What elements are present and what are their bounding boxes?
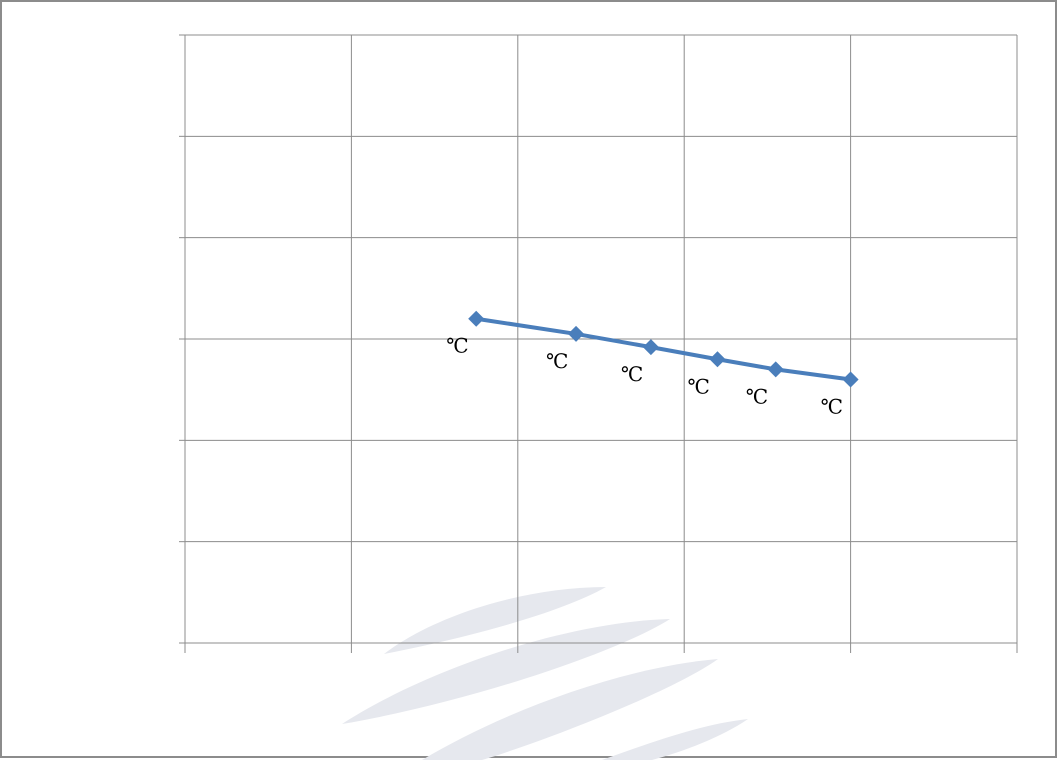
watermark-stroke <box>384 587 606 654</box>
data-point-marker <box>842 371 859 388</box>
series <box>468 310 859 388</box>
data-point-marker <box>568 325 585 342</box>
data-label: ℃ <box>446 334 468 358</box>
series-line <box>475 316 851 382</box>
grid <box>179 34 1018 653</box>
data-label: ℃ <box>687 374 709 398</box>
watermark-stroke <box>342 619 670 724</box>
data-label: ℃ <box>821 395 843 419</box>
watermark-stroke <box>602 719 748 760</box>
watermark-stroke <box>422 659 718 760</box>
data-label: ℃ <box>546 349 568 373</box>
data-point-marker <box>642 339 659 356</box>
data-point-marker <box>767 361 784 378</box>
watermark-logo <box>342 587 748 760</box>
data-label: ℃ <box>746 384 768 408</box>
data-point-marker <box>709 351 726 368</box>
data-labels: ℃ ℃ ℃ ℃ ℃ ℃ <box>446 334 843 419</box>
data-label: ℃ <box>621 362 643 386</box>
data-point-marker <box>468 310 485 327</box>
